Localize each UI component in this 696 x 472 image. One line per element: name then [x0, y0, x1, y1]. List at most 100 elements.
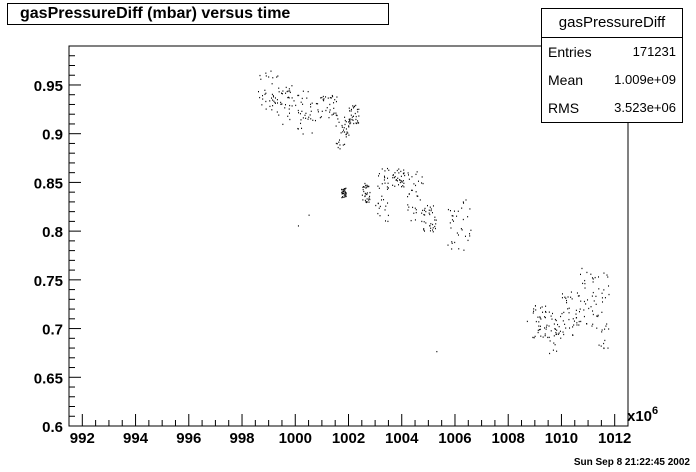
data-point [540, 307, 542, 309]
data-point [315, 102, 317, 105]
data-point [344, 193, 346, 196]
data-point [387, 177, 389, 179]
data-point [552, 312, 554, 315]
data-point [422, 182, 424, 185]
data-point [302, 103, 304, 105]
data-point [307, 90, 309, 93]
data-point [398, 184, 400, 186]
data-point [553, 323, 555, 325]
data-point [308, 214, 310, 216]
data-point [576, 322, 578, 324]
data-point [287, 96, 289, 99]
data-point [260, 78, 262, 80]
data-point [453, 210, 455, 212]
data-point [314, 119, 316, 122]
data-point [312, 119, 314, 121]
data-point [288, 108, 290, 110]
data-point [259, 74, 261, 77]
data-point [344, 187, 346, 190]
data-point [350, 110, 352, 112]
data-point [421, 220, 423, 223]
data-point [407, 172, 409, 174]
data-point [341, 191, 343, 194]
stats-label: Mean [548, 72, 584, 88]
data-point [533, 337, 535, 339]
data-point [604, 339, 606, 342]
data-point [351, 118, 353, 121]
data-point [265, 108, 267, 110]
data-point [265, 92, 267, 94]
data-point [343, 188, 345, 190]
data-point [411, 176, 413, 178]
data-point [598, 288, 600, 290]
x-tick-label: 992 [70, 430, 95, 447]
data-point [544, 333, 546, 335]
data-point [274, 101, 276, 104]
data-point [323, 99, 325, 102]
data-point [342, 192, 344, 195]
data-point [277, 102, 279, 104]
data-point [345, 192, 347, 194]
data-point [539, 325, 541, 327]
data-point [550, 330, 552, 332]
data-point [333, 102, 335, 104]
data-point [421, 176, 423, 178]
data-point [564, 323, 566, 325]
data-point [428, 209, 430, 211]
data-point [402, 185, 404, 187]
data-point [534, 335, 536, 338]
data-point [567, 296, 569, 298]
data-point [538, 329, 540, 331]
data-point [601, 329, 603, 331]
data-point [270, 70, 272, 72]
data-point [304, 114, 306, 116]
data-point [592, 278, 594, 280]
data-point [325, 96, 327, 98]
stats-value: 1.009e+09 [614, 72, 676, 87]
data-point [265, 100, 267, 103]
data-point [594, 276, 596, 279]
data-point [289, 104, 291, 107]
data-point [300, 101, 302, 103]
data-point [344, 192, 346, 194]
data-point [400, 170, 402, 173]
data-point [581, 267, 583, 270]
data-point [353, 122, 355, 125]
data-point [553, 335, 555, 337]
data-point [463, 202, 465, 204]
data-point [548, 336, 550, 339]
data-point [336, 96, 338, 98]
data-point [387, 182, 389, 184]
data-point [421, 212, 423, 214]
data-point [295, 104, 297, 107]
data-point [262, 98, 264, 100]
data-point [378, 172, 380, 175]
data-point [392, 174, 394, 177]
data-point [423, 209, 425, 211]
data-point [394, 185, 396, 187]
data-point [398, 172, 400, 174]
data-point [538, 325, 540, 327]
data-point [560, 337, 562, 339]
data-point [385, 220, 387, 222]
data-point [271, 97, 273, 99]
data-point [461, 229, 463, 231]
data-point [561, 293, 563, 295]
data-point [392, 184, 394, 186]
data-point [407, 174, 409, 176]
y-tick-label: 0.6 [42, 419, 63, 436]
data-point [344, 131, 346, 133]
data-point [288, 112, 290, 114]
data-point [341, 126, 343, 128]
data-point [343, 190, 345, 193]
data-point [566, 299, 568, 302]
stats-label: Entries [548, 44, 592, 60]
data-point [408, 193, 410, 195]
data-point [366, 185, 368, 187]
data-point [423, 221, 425, 223]
data-point [397, 177, 399, 179]
data-point [341, 193, 343, 195]
data-point [587, 299, 589, 301]
data-point [598, 276, 600, 278]
data-point [348, 121, 350, 123]
